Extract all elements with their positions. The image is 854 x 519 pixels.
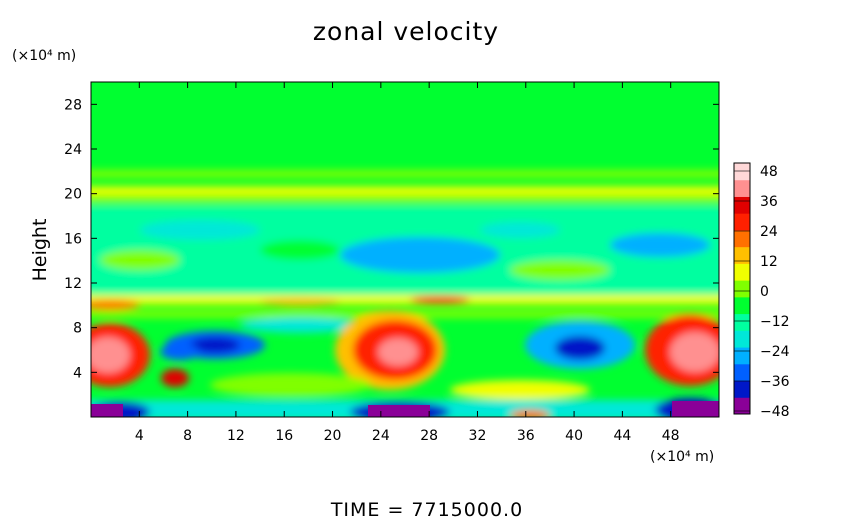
y-tick-label: 8	[73, 321, 82, 337]
y-tick-label: 12	[64, 276, 82, 292]
x-tick-label: 44	[613, 428, 631, 444]
colorbar-tick-label: 48	[760, 164, 778, 180]
colorbar-tick-label: −12	[760, 314, 790, 330]
heatmap-bands	[91, 170, 719, 417]
x-tick-label: 40	[565, 428, 583, 444]
y-axis-label: Height	[29, 219, 51, 282]
x-tick-label: 36	[517, 428, 535, 444]
colorbar-tick-label: 24	[760, 224, 778, 240]
colorbar-swatch	[734, 347, 750, 365]
colorbar-swatch	[734, 213, 750, 231]
colorbar-tick-label: −36	[760, 374, 790, 390]
x-tick-label: 12	[227, 428, 245, 444]
colorbar-swatch	[734, 280, 750, 298]
colorbar-swatch	[734, 246, 750, 264]
colorbar-swatch	[734, 229, 750, 248]
colorbar-swatch	[734, 196, 750, 214]
y-tick-label: 4	[73, 365, 82, 381]
heatmap-field	[91, 82, 719, 417]
colorbar-tick-label: 0	[760, 284, 769, 300]
heatmap-purple-cores	[91, 401, 719, 417]
y-tick-label: 20	[64, 187, 82, 203]
x-tick-label: 28	[420, 428, 438, 444]
y-tick-label: 28	[64, 97, 82, 113]
colorbar-swatch	[734, 330, 750, 348]
colorbar-swatch	[734, 397, 750, 415]
colorbar-tick-label: 36	[760, 194, 778, 210]
y-tick-label: 24	[64, 142, 82, 158]
x-tick-label: 16	[275, 428, 293, 444]
colorbar-tick-label: −24	[760, 344, 790, 360]
colorbar	[733, 162, 751, 415]
colorbar-tick-label: −48	[760, 404, 790, 420]
colorbar-frame	[733, 162, 751, 415]
colorbar-ticks: 48 36 24 12 0 −12 −24 −36 −48	[734, 164, 790, 420]
colorbar-swatch	[734, 163, 750, 181]
x-tick-label: 20	[324, 428, 342, 444]
colorbar-swatch	[734, 296, 750, 315]
colorbar-swatch	[734, 179, 750, 197]
x-tick-label: 48	[662, 428, 680, 444]
plot-frame	[90, 81, 720, 418]
colorbar-swatch	[734, 263, 750, 281]
colorbar-tick-label: 12	[760, 254, 778, 270]
x-tick-label: 8	[183, 428, 192, 444]
x-tick-label: 4	[135, 428, 144, 444]
colorbar-swatch	[734, 313, 750, 331]
chart-title: zonal velocity	[313, 17, 499, 46]
x-tick-label: 24	[372, 428, 390, 444]
y-axis-ticks: 4 8 12 16 20 24 28	[64, 97, 719, 381]
time-footer: TIME = 7715000.0	[330, 499, 523, 519]
y-tick-label: 16	[64, 231, 82, 247]
colorbar-swatch	[734, 380, 750, 398]
colorbar-swatch	[734, 363, 750, 382]
x-axis-ticks: 4 8 12 16 20 24 28 32 36 40 44 48	[135, 82, 680, 444]
y-axis-unit-label: (×10⁴ m)	[12, 48, 76, 64]
x-axis-unit-label: (×10⁴ m)	[650, 449, 714, 465]
x-tick-label: 32	[469, 428, 487, 444]
